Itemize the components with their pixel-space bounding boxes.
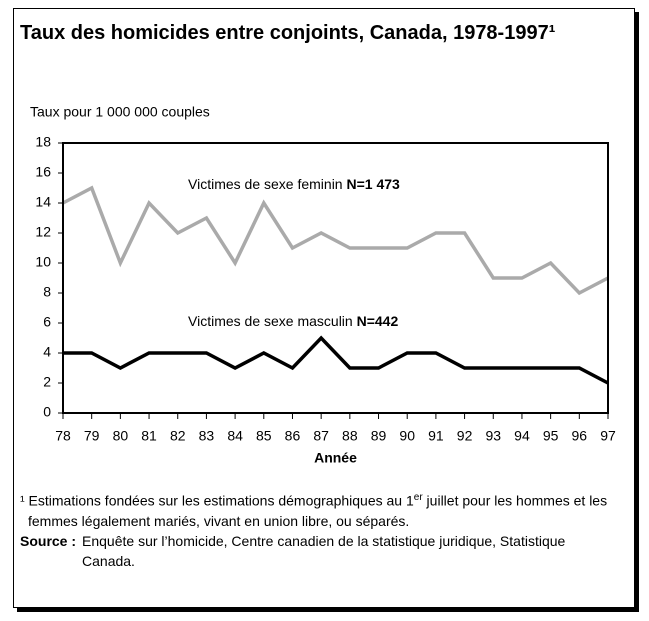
notes: ¹ Estimations fondées sur les estimation…	[20, 488, 620, 571]
x-tick-label: 84	[227, 428, 243, 444]
y-tick-label: 14	[35, 194, 51, 210]
footnote-text: ¹ Estimations fondées sur les estimation…	[20, 492, 414, 509]
x-tick-label: 87	[313, 428, 329, 444]
series-count: N=1 473	[346, 176, 400, 192]
x-tick-label: 90	[399, 428, 415, 444]
x-tick-label: 78	[55, 428, 71, 444]
x-tick-label: 81	[141, 428, 157, 444]
x-tick-label: 85	[256, 428, 272, 444]
y-tick-label: 4	[43, 344, 51, 360]
x-tick-label: 79	[84, 428, 100, 444]
y-tick-label: 12	[35, 224, 51, 240]
series-line	[62, 185, 609, 296]
x-tick-label: 93	[485, 428, 501, 444]
footnote-text: juillet pour les hommes et les femmes lé…	[28, 492, 608, 529]
source-label: Source :	[20, 532, 77, 549]
y-tick-label: 16	[35, 164, 51, 180]
source: Source : Enquête sur l’homicide, Centre c…	[20, 531, 620, 571]
frame	[13, 8, 635, 608]
x-tick-label: 86	[285, 428, 301, 444]
y-tick-label: 2	[43, 374, 51, 390]
x-tick-label: 92	[457, 428, 473, 444]
series-label: Victimes de sexe feminin N=1 473	[188, 176, 400, 192]
x-tick-label: 89	[371, 428, 387, 444]
y-tick-label: 0	[43, 404, 51, 420]
footnote: ¹ Estimations fondées sur les estimation…	[20, 488, 620, 531]
y-tick-label: 18	[35, 134, 51, 150]
series-name: Victimes de sexe feminin	[188, 176, 343, 192]
series-line	[63, 335, 609, 385]
x-tick-label: 91	[428, 428, 444, 444]
y-axis-label: Taux pour 1 000 000 couples	[30, 104, 210, 120]
series-count: N=442	[357, 313, 399, 329]
x-tick-label: 80	[113, 428, 129, 444]
y-tick-label: 6	[43, 314, 51, 330]
y-tick-label: 10	[35, 254, 51, 270]
x-tick-label: 95	[543, 428, 559, 444]
plot-frame	[62, 142, 609, 414]
footnote-sup: er	[413, 492, 423, 503]
series-label: Victimes de sexe masculin N=442	[188, 313, 398, 329]
source-text: Enquête sur l’homicide, Centre canadien …	[82, 532, 566, 569]
x-axis-label: Année	[314, 450, 357, 466]
x-tick-label: 88	[342, 428, 358, 444]
x-tick-label: 96	[572, 428, 588, 444]
y-tick-label: 8	[43, 284, 51, 300]
x-tick-label: 94	[514, 428, 530, 444]
series-name: Victimes de sexe masculin	[188, 313, 353, 329]
chart-title: Taux des homicides entre conjoints, Cana…	[20, 22, 556, 44]
x-tick-label: 83	[199, 428, 215, 444]
x-tick-label: 97	[600, 428, 616, 444]
x-tick-label: 82	[170, 428, 186, 444]
